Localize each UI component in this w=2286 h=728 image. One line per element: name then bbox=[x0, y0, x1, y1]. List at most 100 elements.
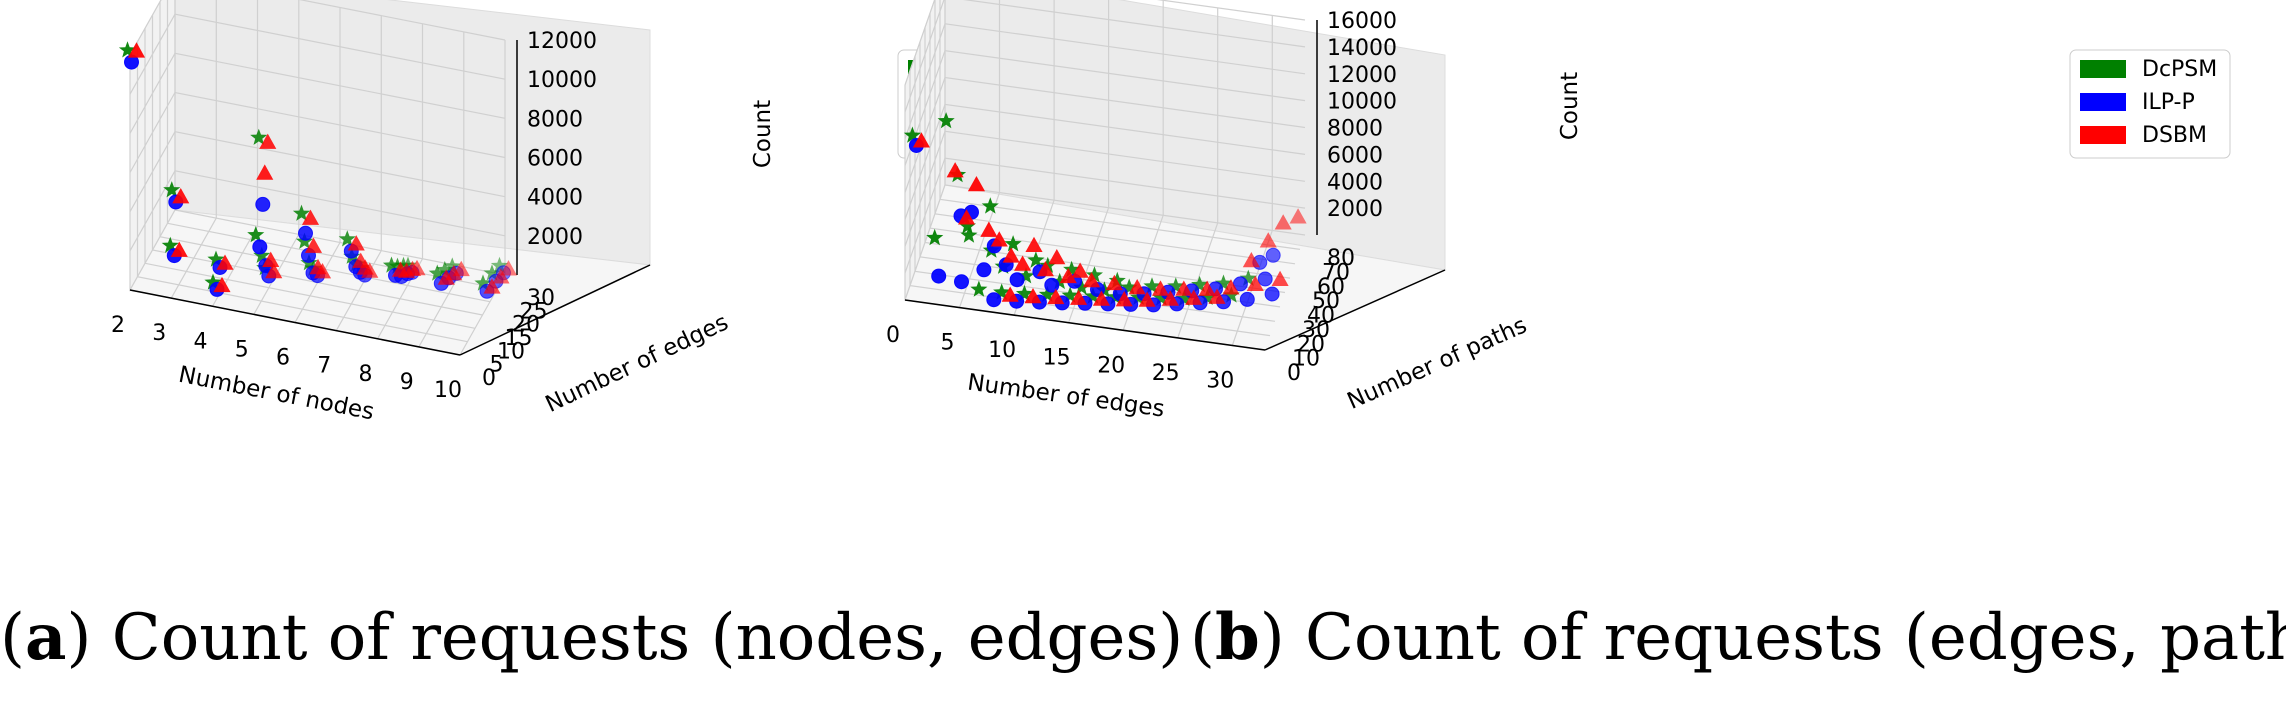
y-axis-label: Number of paths bbox=[1343, 312, 1530, 414]
point-ilp-p bbox=[1009, 272, 1025, 288]
y-tick-label: 60 bbox=[1317, 275, 1345, 300]
point-ilp-p bbox=[976, 262, 992, 278]
legend-label: ILP-P bbox=[2142, 90, 2195, 115]
point-dsbm bbox=[1242, 252, 1260, 268]
grid-z bbox=[129, 91, 506, 173]
y-tick-label: 30 bbox=[1302, 318, 1330, 343]
x-tick-label: 15 bbox=[1043, 346, 1071, 371]
point-dcpsm bbox=[292, 204, 311, 221]
point-dsbm bbox=[1271, 270, 1289, 287]
point-dcpsm bbox=[937, 112, 955, 129]
y-tick-label: 20 bbox=[512, 313, 540, 338]
y-tick-label: 0 bbox=[1287, 361, 1301, 386]
x-tick-label: 10 bbox=[434, 378, 462, 403]
grid-z bbox=[904, 103, 1306, 220]
x-tick-label: 7 bbox=[317, 354, 331, 379]
axes bbox=[904, 20, 1446, 351]
point-dsbm bbox=[1259, 232, 1277, 248]
point-dsbm bbox=[437, 269, 455, 285]
point-dsbm bbox=[1071, 262, 1089, 278]
caption-b-label: b bbox=[1214, 600, 1260, 675]
y-tick-label: 20 bbox=[1297, 332, 1325, 357]
point-dcpsm bbox=[1222, 286, 1240, 303]
point-dcpsm bbox=[207, 250, 225, 267]
point-ilp-p bbox=[1239, 291, 1255, 307]
point-dsbm bbox=[946, 162, 964, 178]
z-tick-label: 2000 bbox=[527, 225, 583, 250]
point-dcpsm bbox=[1152, 289, 1170, 306]
point-dsbm bbox=[1001, 286, 1019, 302]
grid-y bbox=[944, 0, 1306, 236]
point-dsbm bbox=[912, 132, 930, 148]
grid-z bbox=[129, 170, 506, 252]
x-tick-label: 30 bbox=[1206, 369, 1234, 394]
point-dcpsm bbox=[970, 280, 988, 297]
point-dsbm bbox=[957, 209, 976, 225]
point-dcpsm bbox=[295, 232, 314, 249]
z-tick-label: 16000 bbox=[1327, 9, 1397, 34]
point-dcpsm bbox=[1061, 286, 1079, 303]
tick-labels: 2 3 4 5 6 7 8 9 10 051015202530200040006000800010… bbox=[111, 29, 597, 403]
point-dcpsm bbox=[388, 257, 407, 274]
point-dsbm bbox=[1198, 280, 1216, 296]
y-tick-label: 15 bbox=[505, 326, 533, 351]
point-dcpsm bbox=[247, 226, 265, 243]
point-ilp-p bbox=[954, 274, 969, 290]
y-tick-label: 30 bbox=[527, 286, 555, 311]
point-ilp-p bbox=[252, 239, 268, 255]
caption-b-text: Count of requests (edges, paths) bbox=[1305, 601, 2286, 675]
point-dcpsm bbox=[1085, 266, 1103, 283]
point-dsbm bbox=[216, 254, 234, 270]
point-dcpsm bbox=[1214, 274, 1232, 291]
point-dcpsm bbox=[250, 128, 268, 145]
y-axis-line bbox=[459, 264, 651, 356]
point-ilp-p bbox=[1257, 271, 1273, 287]
point-dcpsm bbox=[443, 257, 461, 274]
point-dsbm bbox=[1274, 214, 1292, 230]
point-dcpsm bbox=[1017, 267, 1035, 284]
point-dsbm bbox=[262, 251, 280, 267]
grid-z bbox=[904, 157, 1306, 274]
x-tick-label: 5 bbox=[941, 331, 955, 356]
point-dsbm bbox=[499, 260, 518, 276]
y-axis-label: Number of edges bbox=[542, 309, 733, 417]
point-dcpsm bbox=[253, 246, 271, 263]
chart-b: 0 5 10 15 20 25 30 0102030405060708020004000600… bbox=[886, 0, 2231, 423]
x-axis-label: Number of edges bbox=[966, 370, 1166, 423]
x-tick-label: 4 bbox=[194, 329, 208, 354]
point-dsbm bbox=[265, 262, 283, 279]
x-axis-line bbox=[129, 289, 461, 356]
grid-z bbox=[904, 0, 1306, 113]
grid-z bbox=[904, 76, 1306, 193]
y-tick-label: 50 bbox=[1312, 289, 1340, 314]
z-tick-label: 8000 bbox=[1327, 117, 1383, 142]
point-dcpsm bbox=[1191, 275, 1209, 293]
series-dsbm bbox=[912, 132, 1307, 307]
point-ilp-p bbox=[986, 292, 1002, 308]
point-dsbm bbox=[452, 260, 470, 277]
y-tick-label: 10 bbox=[1292, 347, 1320, 372]
caption-a-text: Count of requests (nodes, edges) bbox=[111, 601, 1184, 675]
point-dcpsm bbox=[1063, 260, 1081, 277]
point-dcpsm bbox=[483, 264, 501, 281]
point-dsbm bbox=[1082, 271, 1101, 288]
point-dcpsm bbox=[490, 256, 509, 274]
point-dsbm bbox=[1151, 280, 1170, 296]
grid-z bbox=[904, 130, 1306, 247]
legend-swatch bbox=[2080, 126, 2126, 144]
x-tick-label: 25 bbox=[1152, 361, 1180, 386]
point-dsbm bbox=[1222, 279, 1240, 295]
x-tick-label: 2 bbox=[111, 313, 125, 338]
point-dsbm bbox=[1289, 208, 1307, 224]
point-dsbm bbox=[1047, 288, 1065, 305]
grid-y bbox=[924, 27, 1286, 294]
z-tick-label: 2000 bbox=[1327, 197, 1383, 222]
x-tick-label: 5 bbox=[235, 337, 249, 362]
x-tick-label: 8 bbox=[359, 362, 373, 387]
z-tick-label: 8000 bbox=[527, 107, 583, 132]
legend-swatch bbox=[2080, 93, 2126, 111]
point-dcpsm bbox=[993, 283, 1011, 300]
z-tick-label: 6000 bbox=[1327, 143, 1383, 168]
point-dcpsm bbox=[474, 274, 492, 291]
point-dsbm bbox=[1048, 248, 1066, 265]
